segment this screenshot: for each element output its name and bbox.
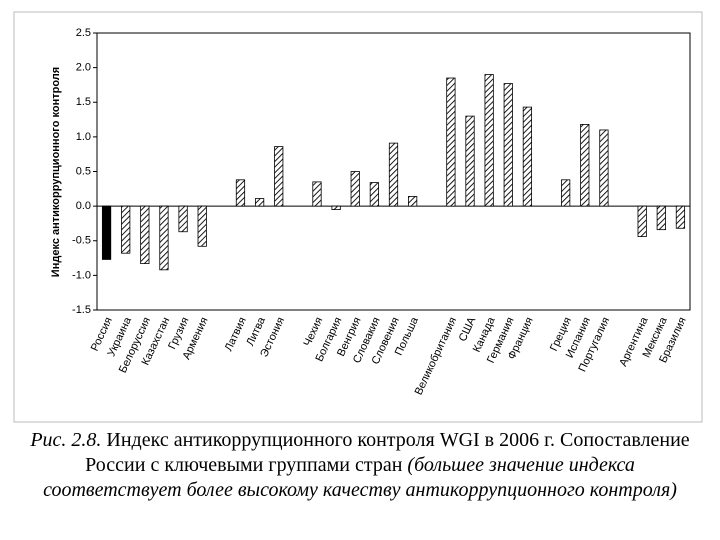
bar: [197, 205, 207, 247]
bar: [656, 205, 666, 231]
caption-label: Рис. 2.8.: [30, 429, 102, 451]
bar: [312, 181, 322, 207]
y-axis-label: Индекс антикоррупционного контроля: [50, 67, 62, 277]
bar: [369, 182, 379, 207]
bar: [675, 205, 686, 229]
bar: [121, 205, 131, 254]
bar: [140, 205, 150, 265]
y-tick-label: 1.0: [76, 131, 91, 143]
bar: [235, 179, 246, 207]
bar: [408, 196, 418, 207]
bar: [446, 77, 456, 207]
caption-title: Индекс антикоррупционного контроля WGI в…: [85, 429, 690, 476]
bar: [599, 129, 609, 207]
y-tick-label: 0.0: [76, 200, 91, 212]
bar: [178, 205, 188, 233]
bar: [484, 74, 494, 207]
caption-note: (большее значение индекса соответствует …: [43, 454, 677, 501]
bar: [388, 142, 399, 207]
chart: Индекс антикоррупционного контроля -1.5 -…: [13, 11, 703, 423]
x-tick-label: Латвия: [223, 315, 249, 353]
bar: [331, 205, 341, 210]
bar: [465, 115, 475, 207]
bar: [561, 179, 571, 207]
bar: [159, 205, 169, 271]
y-tick-label: 2.0: [76, 62, 91, 74]
bar: [580, 124, 590, 207]
bar: [503, 83, 513, 207]
bar: [522, 106, 533, 207]
bar: [274, 146, 284, 207]
y-tick-label: 0.5: [76, 165, 91, 177]
caption: Рис. 2.8. Индекс антикоррупционного конт…: [20, 428, 700, 503]
frame: [13, 11, 703, 423]
bar: [637, 205, 647, 237]
y-tick-label: -0.5: [72, 235, 91, 247]
y-tick-label: 1.5: [76, 96, 91, 108]
x-tick-label: Великобритания: [413, 315, 460, 397]
y-tick-label: 2.5: [76, 27, 91, 39]
bar: [101, 205, 112, 260]
bar: [350, 171, 360, 207]
y-tick-label: -1.0: [72, 269, 91, 281]
bar: [254, 198, 265, 207]
y-tick-label: -1.5: [72, 304, 91, 316]
